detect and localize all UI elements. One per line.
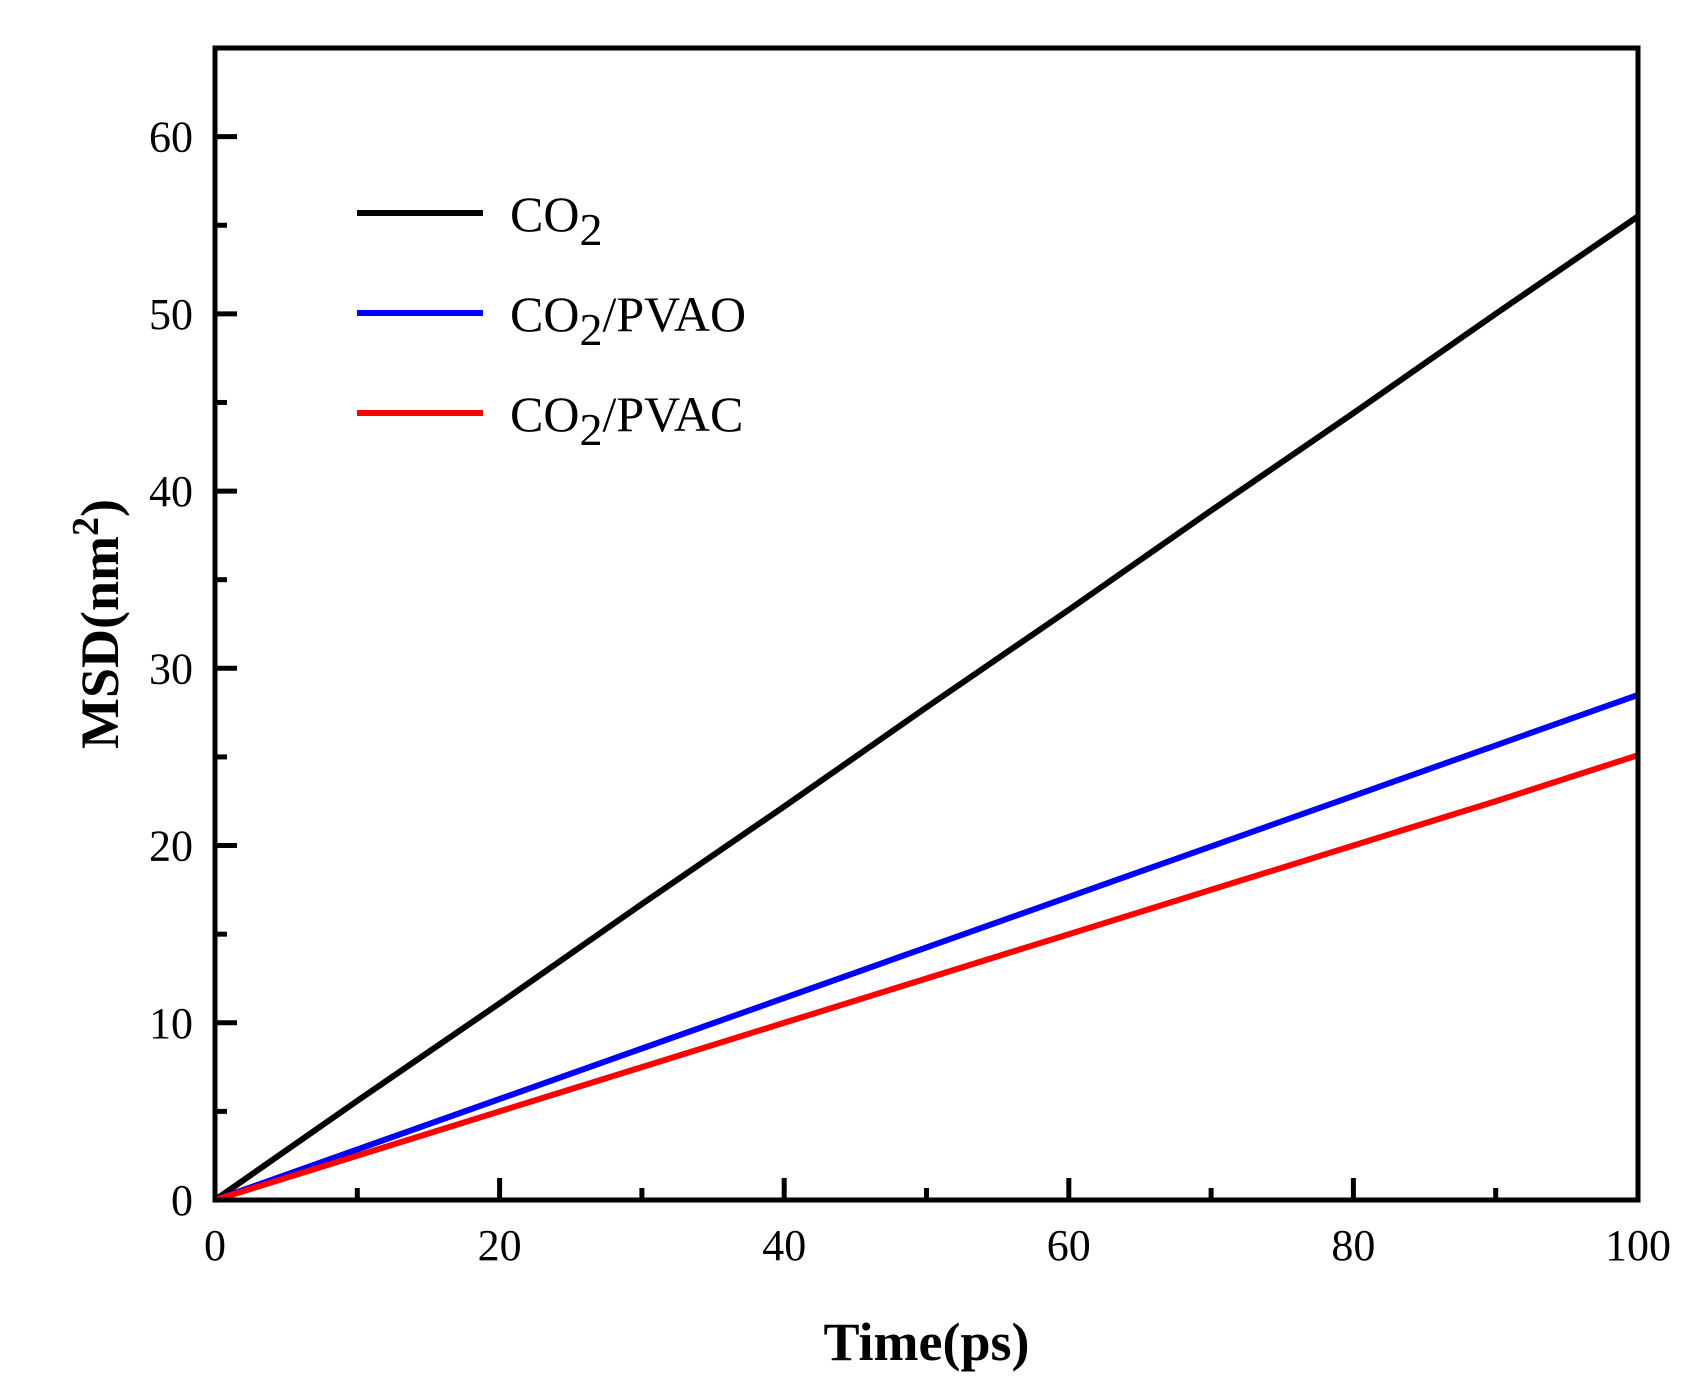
legend-label-subscript: 2 — [579, 304, 602, 355]
plot-frame — [212, 45, 1641, 1203]
series-line-0 — [213, 213, 1640, 1203]
legend-label-subscript: 2 — [579, 404, 602, 455]
y-tick-label: 20 — [149, 822, 193, 871]
y-tick-label: 60 — [149, 113, 193, 162]
legend-label-base: CO — [510, 386, 579, 442]
legend-label-1: CO2/PVAO — [510, 286, 746, 355]
x-tick-label: 0 — [204, 1221, 226, 1270]
x-tick-label: 40 — [762, 1221, 806, 1270]
y-axis-title-main: MSD(nm — [70, 536, 130, 749]
legend-label-suffix: /PVAO — [602, 286, 746, 342]
series-layer — [213, 213, 1640, 1203]
legend-label-2: CO2/PVAC — [510, 386, 743, 455]
y-tick-label: 30 — [149, 644, 193, 693]
legend-label-base: CO — [510, 286, 579, 342]
y-tick-label: 0 — [171, 1176, 193, 1225]
x-tick-label: 100 — [1605, 1221, 1671, 1270]
legend-label-0: CO2 — [510, 186, 602, 255]
series-line-1 — [213, 692, 1640, 1203]
series-line-2 — [214, 752, 1639, 1203]
y-axis-title-superscript: 2 — [65, 517, 107, 536]
y-axis-title-close: ) — [70, 499, 130, 517]
y-tick-label: 40 — [149, 467, 193, 516]
legend-label-base: CO — [510, 186, 579, 242]
x-tick-label: 80 — [1331, 1221, 1375, 1270]
y-tick-label: 10 — [149, 999, 193, 1048]
x-tick-label: 20 — [478, 1221, 522, 1270]
axes-layer: 0 20 40 60 80 1000102030405060Time(ps)MSD(nm2… — [65, 45, 1671, 1372]
legend-label-subscript: 2 — [579, 204, 602, 255]
y-tick-label: 50 — [149, 290, 193, 339]
legend-label-suffix: /PVAC — [602, 386, 743, 442]
x-axis-title: Time(ps) — [823, 1312, 1029, 1372]
y-axis-title: MSD(nm2) — [65, 499, 130, 749]
x-tick-label: 60 — [1047, 1221, 1091, 1270]
